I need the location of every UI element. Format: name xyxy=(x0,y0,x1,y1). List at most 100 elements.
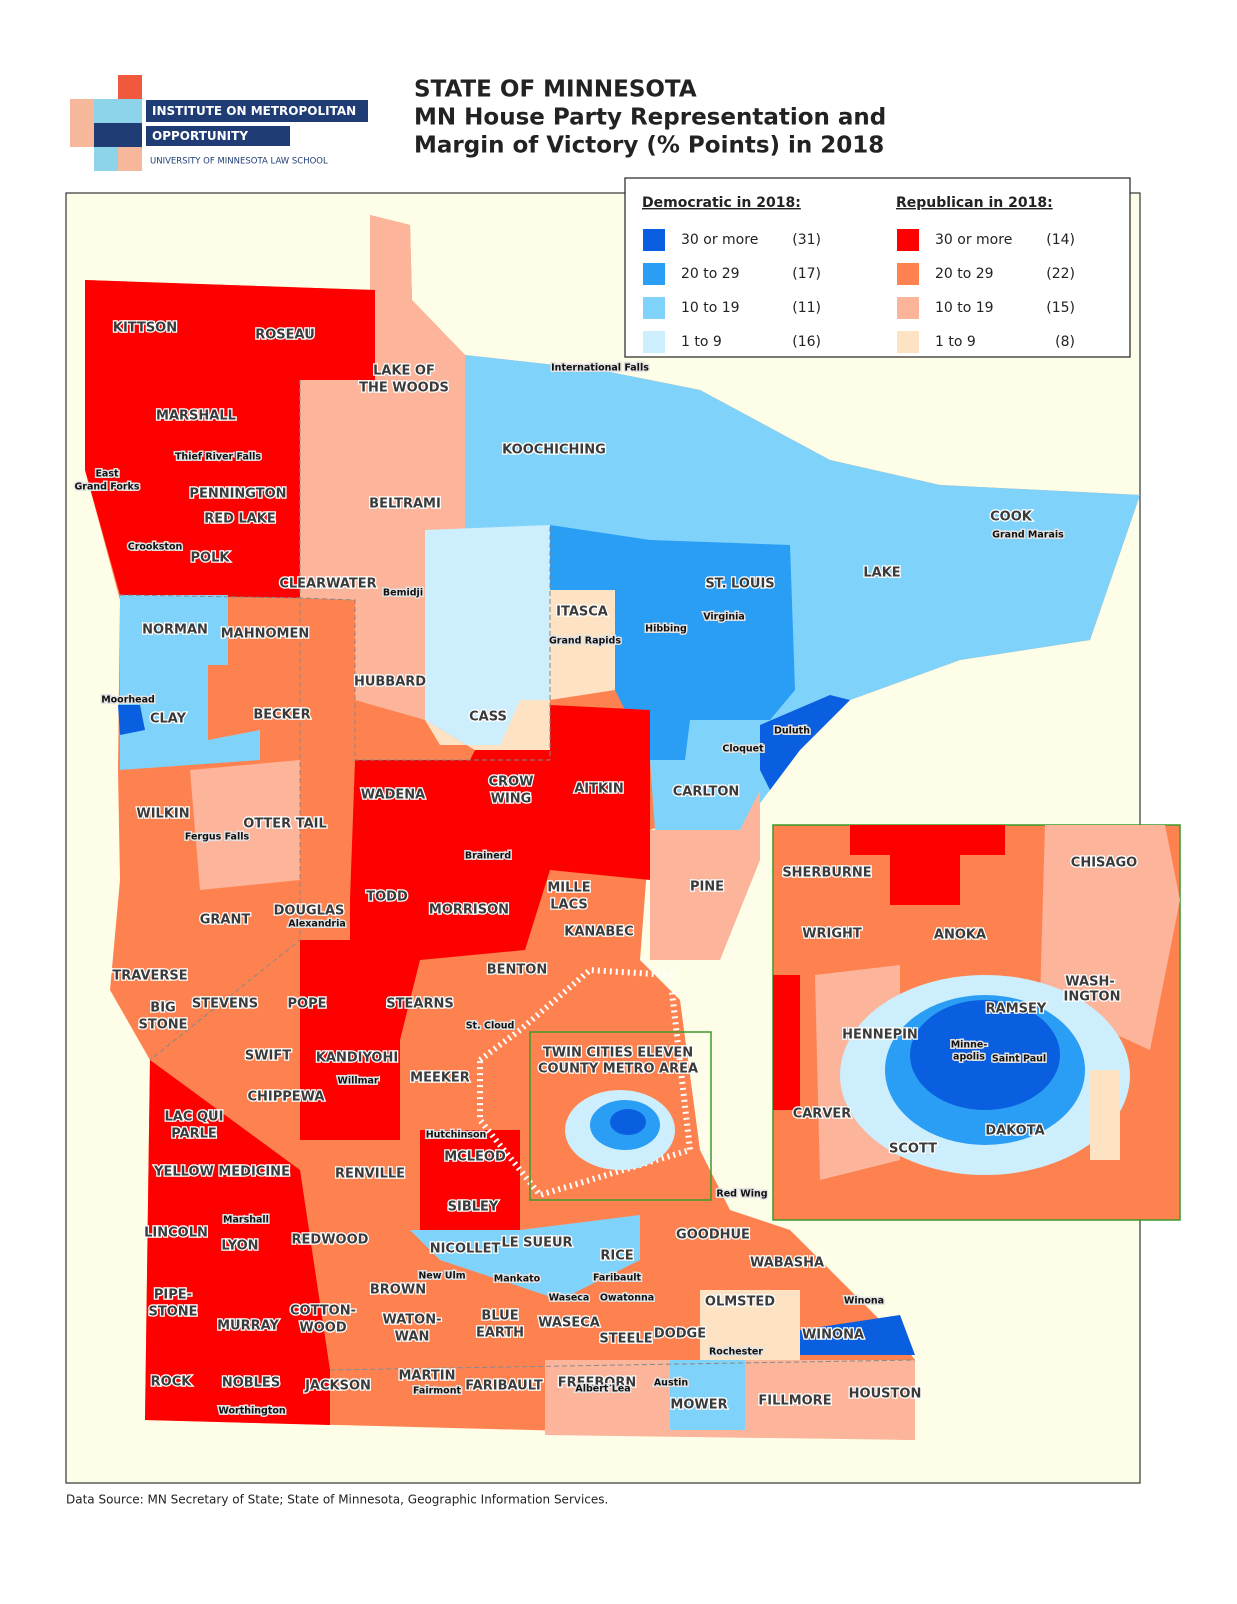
labels: KITTSON ROSEAU LAKE OF THE WOODS MARSHALL KOO… xyxy=(73,319,1138,1418)
legend-label: 1 to 9 xyxy=(681,334,722,350)
county-label: KANDIYOHI xyxy=(316,1051,398,1066)
legend-count: (8) xyxy=(1055,334,1075,350)
legend-count: (14) xyxy=(1046,232,1075,248)
county-label: GOODHUE xyxy=(676,1228,750,1243)
logo-line: INSTITUTE ON METROPOLITAN xyxy=(152,104,356,118)
city-label: Grand Marais xyxy=(992,530,1064,541)
county-label: CLEARWATER xyxy=(279,577,376,592)
metro-inset xyxy=(772,824,1181,1221)
county-label: ITASCA xyxy=(556,605,608,620)
legend-swatch xyxy=(897,331,919,353)
inset-label: SHERBURNE xyxy=(782,866,871,881)
county-label: BROWN xyxy=(370,1283,426,1298)
inset-label: Minne- xyxy=(951,1040,988,1051)
county-label: WINONA xyxy=(802,1328,864,1343)
legend-count: (22) xyxy=(1046,266,1075,282)
county-label: WASECA xyxy=(538,1316,600,1331)
county-label: COOK xyxy=(990,510,1033,525)
city-label: Fergus Falls xyxy=(185,832,250,843)
county-label: MILLE xyxy=(547,881,590,896)
county-label: KITTSON xyxy=(113,321,177,336)
title: Margin of Victory (% Points) in 2018 xyxy=(414,133,884,159)
county-label: EARTH xyxy=(476,1326,524,1341)
county-label: WILKIN xyxy=(136,807,189,822)
county-label: LINCOLN xyxy=(144,1226,208,1241)
county-label: TRAVERSE xyxy=(112,969,187,984)
county-label: SIBLEY xyxy=(448,1200,499,1215)
county-label: STEVENS xyxy=(192,997,258,1012)
county-label: FREEBORN xyxy=(558,1376,637,1391)
legend-label: 10 to 19 xyxy=(935,300,994,316)
legend-swatch xyxy=(643,263,665,285)
legend-swatch xyxy=(897,263,919,285)
legend: Democratic in 2018: Republican in 2018: … xyxy=(624,177,1131,358)
county-label: YELLOW MEDICINE xyxy=(153,1165,290,1180)
county-label: ROSEAU xyxy=(255,328,315,343)
city-label: Thief River Falls xyxy=(175,452,261,463)
legend-count: (11) xyxy=(792,300,821,316)
city-label: Faribault xyxy=(593,1273,642,1284)
county-label: MAHNOMEN xyxy=(221,627,310,642)
legend-label: 20 to 29 xyxy=(681,266,740,282)
county-label: STEARNS xyxy=(386,997,453,1012)
city-label: Waseca xyxy=(549,1293,590,1304)
metro-label: COUNTY METRO AREA xyxy=(538,1062,698,1077)
county-label: MURRAY xyxy=(217,1319,279,1334)
legend-count: (16) xyxy=(792,334,821,350)
legend-count: (17) xyxy=(792,266,821,282)
legend-label: 20 to 29 xyxy=(935,266,994,282)
city-label: Duluth xyxy=(774,726,810,737)
inset-label: CHISAGO xyxy=(1071,856,1137,871)
inset-label: apolis xyxy=(953,1052,985,1063)
county-label: HOUSTON xyxy=(849,1387,922,1402)
county-label: CLAY xyxy=(150,712,187,727)
city-label: Grand Rapids xyxy=(549,636,621,647)
city-label: Brainerd xyxy=(465,851,511,862)
county-label: AITKIN xyxy=(574,782,624,797)
city-label: New Ulm xyxy=(418,1271,465,1282)
city-label: East xyxy=(95,469,119,480)
county-label: ROCK xyxy=(151,1375,193,1390)
title: MN House Party Representation and xyxy=(414,105,886,131)
logo-line: OPPORTUNITY xyxy=(152,129,248,143)
city-label: Crookston xyxy=(128,542,183,553)
county-label: STEELE xyxy=(599,1332,652,1347)
county-label: OLMSTED xyxy=(705,1295,775,1310)
legend-count: (15) xyxy=(1046,300,1075,316)
legend-swatch xyxy=(643,297,665,319)
map xyxy=(65,192,1141,1484)
city-label: Austin xyxy=(654,1378,689,1389)
legend-swatch xyxy=(643,331,665,353)
county-label: LAC QUI xyxy=(165,1110,224,1125)
county-label: HUBBARD xyxy=(354,675,426,690)
county-label: BIG xyxy=(150,1001,175,1016)
county-label: MORRISON xyxy=(429,903,509,918)
county-label: RICE xyxy=(600,1249,633,1264)
county-label: RENVILLE xyxy=(335,1167,405,1182)
legend-label: 10 to 19 xyxy=(681,300,740,316)
county-label: GRANT xyxy=(200,913,251,928)
inset-label: HENNEPIN xyxy=(842,1028,918,1043)
inset-label: WASH- xyxy=(1065,975,1114,990)
logo: INSTITUTE ON METROPOLITAN OPPORTUNITY UN… xyxy=(70,75,368,171)
city-label: St. Cloud xyxy=(466,1021,515,1032)
city-label: Winona xyxy=(844,1296,884,1307)
city-label: Virginia xyxy=(703,612,745,623)
city-label: Grand Forks xyxy=(74,482,139,493)
county-label: PENNINGTON xyxy=(189,487,286,502)
title: STATE OF MINNESOTA xyxy=(414,77,697,103)
inset-label: INGTON xyxy=(1064,990,1121,1005)
county-label: JACKSON xyxy=(304,1379,371,1394)
city-label: Red Wing xyxy=(716,1189,767,1200)
city-label: Bemidji xyxy=(383,588,423,599)
county-label: NOBLES xyxy=(222,1376,280,1391)
county-label: CARLTON xyxy=(673,785,740,800)
county-label: MCLEOD xyxy=(444,1150,506,1165)
county-label: RED LAKE xyxy=(204,512,276,527)
county-label: MOWER xyxy=(670,1398,727,1413)
city-label: Rochester xyxy=(709,1347,763,1358)
county-label: STONE xyxy=(148,1305,197,1320)
county-label: NORMAN xyxy=(142,623,208,638)
county-label: LACS xyxy=(550,898,588,913)
